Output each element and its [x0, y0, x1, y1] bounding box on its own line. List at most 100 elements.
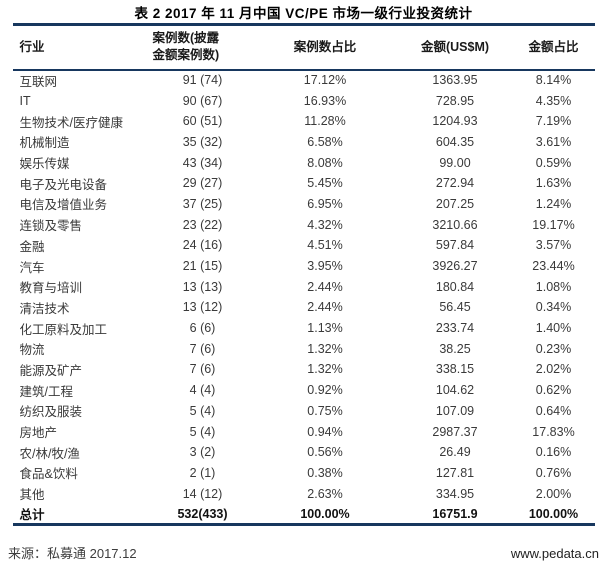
cell-deal-count: 43 (34): [182, 155, 223, 170]
cell-deal-count: 29 (27): [182, 176, 223, 191]
cell-industry: 其他: [19, 488, 45, 503]
table-row: 机械制造 35 (32) 6.58% 604.35 3.61%: [13, 132, 595, 153]
cell-amount-pct: 100.00%: [528, 506, 579, 521]
cell-deal-count: 90 (67): [182, 93, 223, 108]
table-row: 娱乐传媒 43 (34) 8.08% 99.00 0.59%: [13, 152, 595, 173]
cell-deal-count: 13 (13): [182, 279, 223, 294]
cell-deal-pct: 8.08%: [307, 155, 343, 170]
cell-amount-pct: 8.14%: [535, 73, 572, 88]
cell-deal-count: 60 (51): [182, 114, 223, 129]
cell-amount: 604.35: [435, 134, 475, 149]
cell-amount-pct: 0.23%: [535, 341, 572, 356]
cell-deal-count: 91 (74): [182, 73, 223, 88]
cell-amount: 3210.66: [432, 217, 478, 232]
cell-deal-pct: 3.95%: [307, 259, 343, 274]
cell-amount: 207.25: [435, 196, 475, 211]
cell-deal-count: 6 (6): [189, 321, 216, 336]
cell-industry: 建筑/工程: [19, 384, 73, 399]
cell-industry: 清洁技术: [19, 301, 70, 316]
table-row: 农/林/牧/渔 3 (2) 0.56% 26.49 0.16%: [13, 442, 595, 463]
table-body: 互联网 91 (74) 17.12% 1363.95 8.14% IT 90 (67) 16.…: [13, 70, 595, 525]
cell-amount: 26.49: [439, 445, 471, 460]
cell-deal-pct: 0.56%: [307, 445, 343, 460]
cell-amount-pct: 0.62%: [535, 383, 572, 398]
cell-deal-pct: 4.51%: [307, 238, 343, 253]
cell-deal-count: 532(433): [177, 506, 228, 521]
cell-industry: IT: [19, 93, 31, 108]
cell-industry: 房地产: [19, 426, 58, 441]
col-header-deal-count: 案例数(披露 金额案例数): [153, 25, 253, 70]
cell-industry: 农/林/牧/渔: [19, 446, 80, 461]
cell-deal-pct: 2.44%: [307, 279, 343, 294]
cell-amount: 233.74: [435, 321, 475, 336]
cell-deal-count: 14 (12): [182, 486, 223, 501]
cell-amount-pct: 1.40%: [535, 321, 572, 336]
cell-amount-pct: 2.02%: [535, 362, 572, 377]
cell-amount-pct: 3.57%: [535, 238, 572, 253]
table-row: 化工原料及加工 6 (6) 1.13% 233.74 1.40%: [13, 318, 595, 339]
cell-amount-pct: 23.44%: [532, 259, 575, 274]
cell-amount: 1363.95: [432, 73, 478, 88]
industry-investment-table: 行业 案例数(披露 金额案例数) 案例数占比 金额(US$M) 金额占比 互联网…: [12, 23, 595, 527]
website-link[interactable]: www.pedata.cn: [510, 546, 599, 562]
table-row: 电子及光电设备 29 (27) 5.45% 272.94 1.63%: [13, 173, 595, 194]
cell-industry: 能源及矿产: [19, 363, 83, 378]
cell-amount-pct: 17.83%: [532, 424, 575, 439]
cell-amount: 127.81: [435, 465, 475, 480]
cell-amount-pct: 2.00%: [535, 486, 572, 501]
cell-amount: 180.84: [435, 279, 475, 294]
cell-deal-pct: 17.12%: [303, 73, 347, 88]
cell-deal-count: 13 (12): [182, 300, 223, 315]
col-header-amount: 金额(US$M): [420, 39, 490, 54]
cell-amount: 1204.93: [432, 114, 478, 129]
cell-deal-pct: 1.32%: [307, 341, 343, 356]
table-row: 电信及增值业务 37 (25) 6.95% 207.25 1.24%: [13, 194, 595, 215]
cell-amount: 56.45: [439, 300, 471, 315]
cell-industry: 机械制造: [19, 136, 70, 151]
source-text: 来源：私募通 2017.12: [8, 546, 137, 562]
cell-amount: 338.15: [435, 362, 475, 377]
cell-amount-pct: 19.17%: [532, 217, 575, 232]
cell-amount: 597.84: [435, 238, 475, 253]
cell-industry: 连锁及零售: [19, 219, 83, 234]
cell-industry: 金融: [19, 239, 45, 254]
cell-amount-pct: 0.64%: [535, 403, 572, 418]
table-row: 连锁及零售 23 (22) 4.32% 3210.66 19.17%: [13, 214, 595, 235]
cell-deal-pct: 100.00%: [300, 506, 350, 521]
footer: 来源：私募通 2017.12 www.pedata.cn: [8, 543, 599, 562]
cell-amount-pct: 1.08%: [535, 279, 572, 294]
col-header-amount-pct: 金额占比: [528, 39, 579, 54]
cell-deal-pct: 4.32%: [307, 217, 343, 232]
cell-amount-pct: 1.63%: [535, 176, 572, 191]
table-row: 物流 7 (6) 1.32% 38.25 0.23%: [13, 338, 595, 359]
col-header-deal-count-line1: 案例数(披露: [152, 31, 220, 46]
cell-deal-count: 7 (6): [189, 362, 216, 377]
table-title: 表 2 2017 年 11 月中国 VC/PE 市场一级行业投资统计: [134, 6, 473, 21]
cell-amount: 728.95: [435, 93, 475, 108]
cell-deal-count: 7 (6): [189, 341, 216, 356]
report-page: 表 2 2017 年 11 月中国 VC/PE 市场一级行业投资统计 行业 案例…: [8, 6, 599, 562]
table-row: 能源及矿产 7 (6) 1.32% 338.15 2.02%: [13, 359, 595, 380]
cell-deal-pct: 0.94%: [307, 424, 343, 439]
cell-amount-pct: 0.59%: [535, 155, 572, 170]
header-row: 行业 案例数(披露 金额案例数) 案例数占比 金额(US$M) 金额占比: [12, 25, 595, 70]
cell-industry: 电子及光电设备: [19, 177, 108, 192]
cell-deal-count: 2 (1): [189, 465, 216, 480]
cell-amount-pct: 4.35%: [535, 93, 572, 108]
cell-deal-pct: 6.58%: [307, 134, 343, 149]
cell-deal-count: 5 (4): [189, 403, 216, 418]
table-row: 其他 14 (12) 2.63% 334.95 2.00%: [13, 483, 595, 504]
table-row: 金融 24 (16) 4.51% 597.84 3.57%: [13, 235, 595, 256]
cell-industry: 汽车: [19, 260, 45, 275]
cell-deal-pct: 2.63%: [307, 486, 343, 501]
cell-deal-count: 3 (2): [189, 445, 216, 460]
cell-deal-count: 21 (15): [182, 259, 223, 274]
total-row: 总计 532(433) 100.00% 16751.9 100.00%: [13, 504, 595, 525]
table-row: 互联网 91 (74) 17.12% 1363.95 8.14%: [13, 70, 595, 91]
cell-deal-count: 4 (4): [189, 383, 216, 398]
cell-deal-pct: 1.13%: [307, 321, 343, 336]
cell-industry: 生物技术/医疗健康: [19, 115, 123, 130]
col-header-deal-count-line2: 金额案例数): [152, 48, 220, 63]
cell-deal-pct: 5.45%: [307, 176, 343, 191]
col-header-deal-pct: 案例数占比: [293, 39, 357, 54]
